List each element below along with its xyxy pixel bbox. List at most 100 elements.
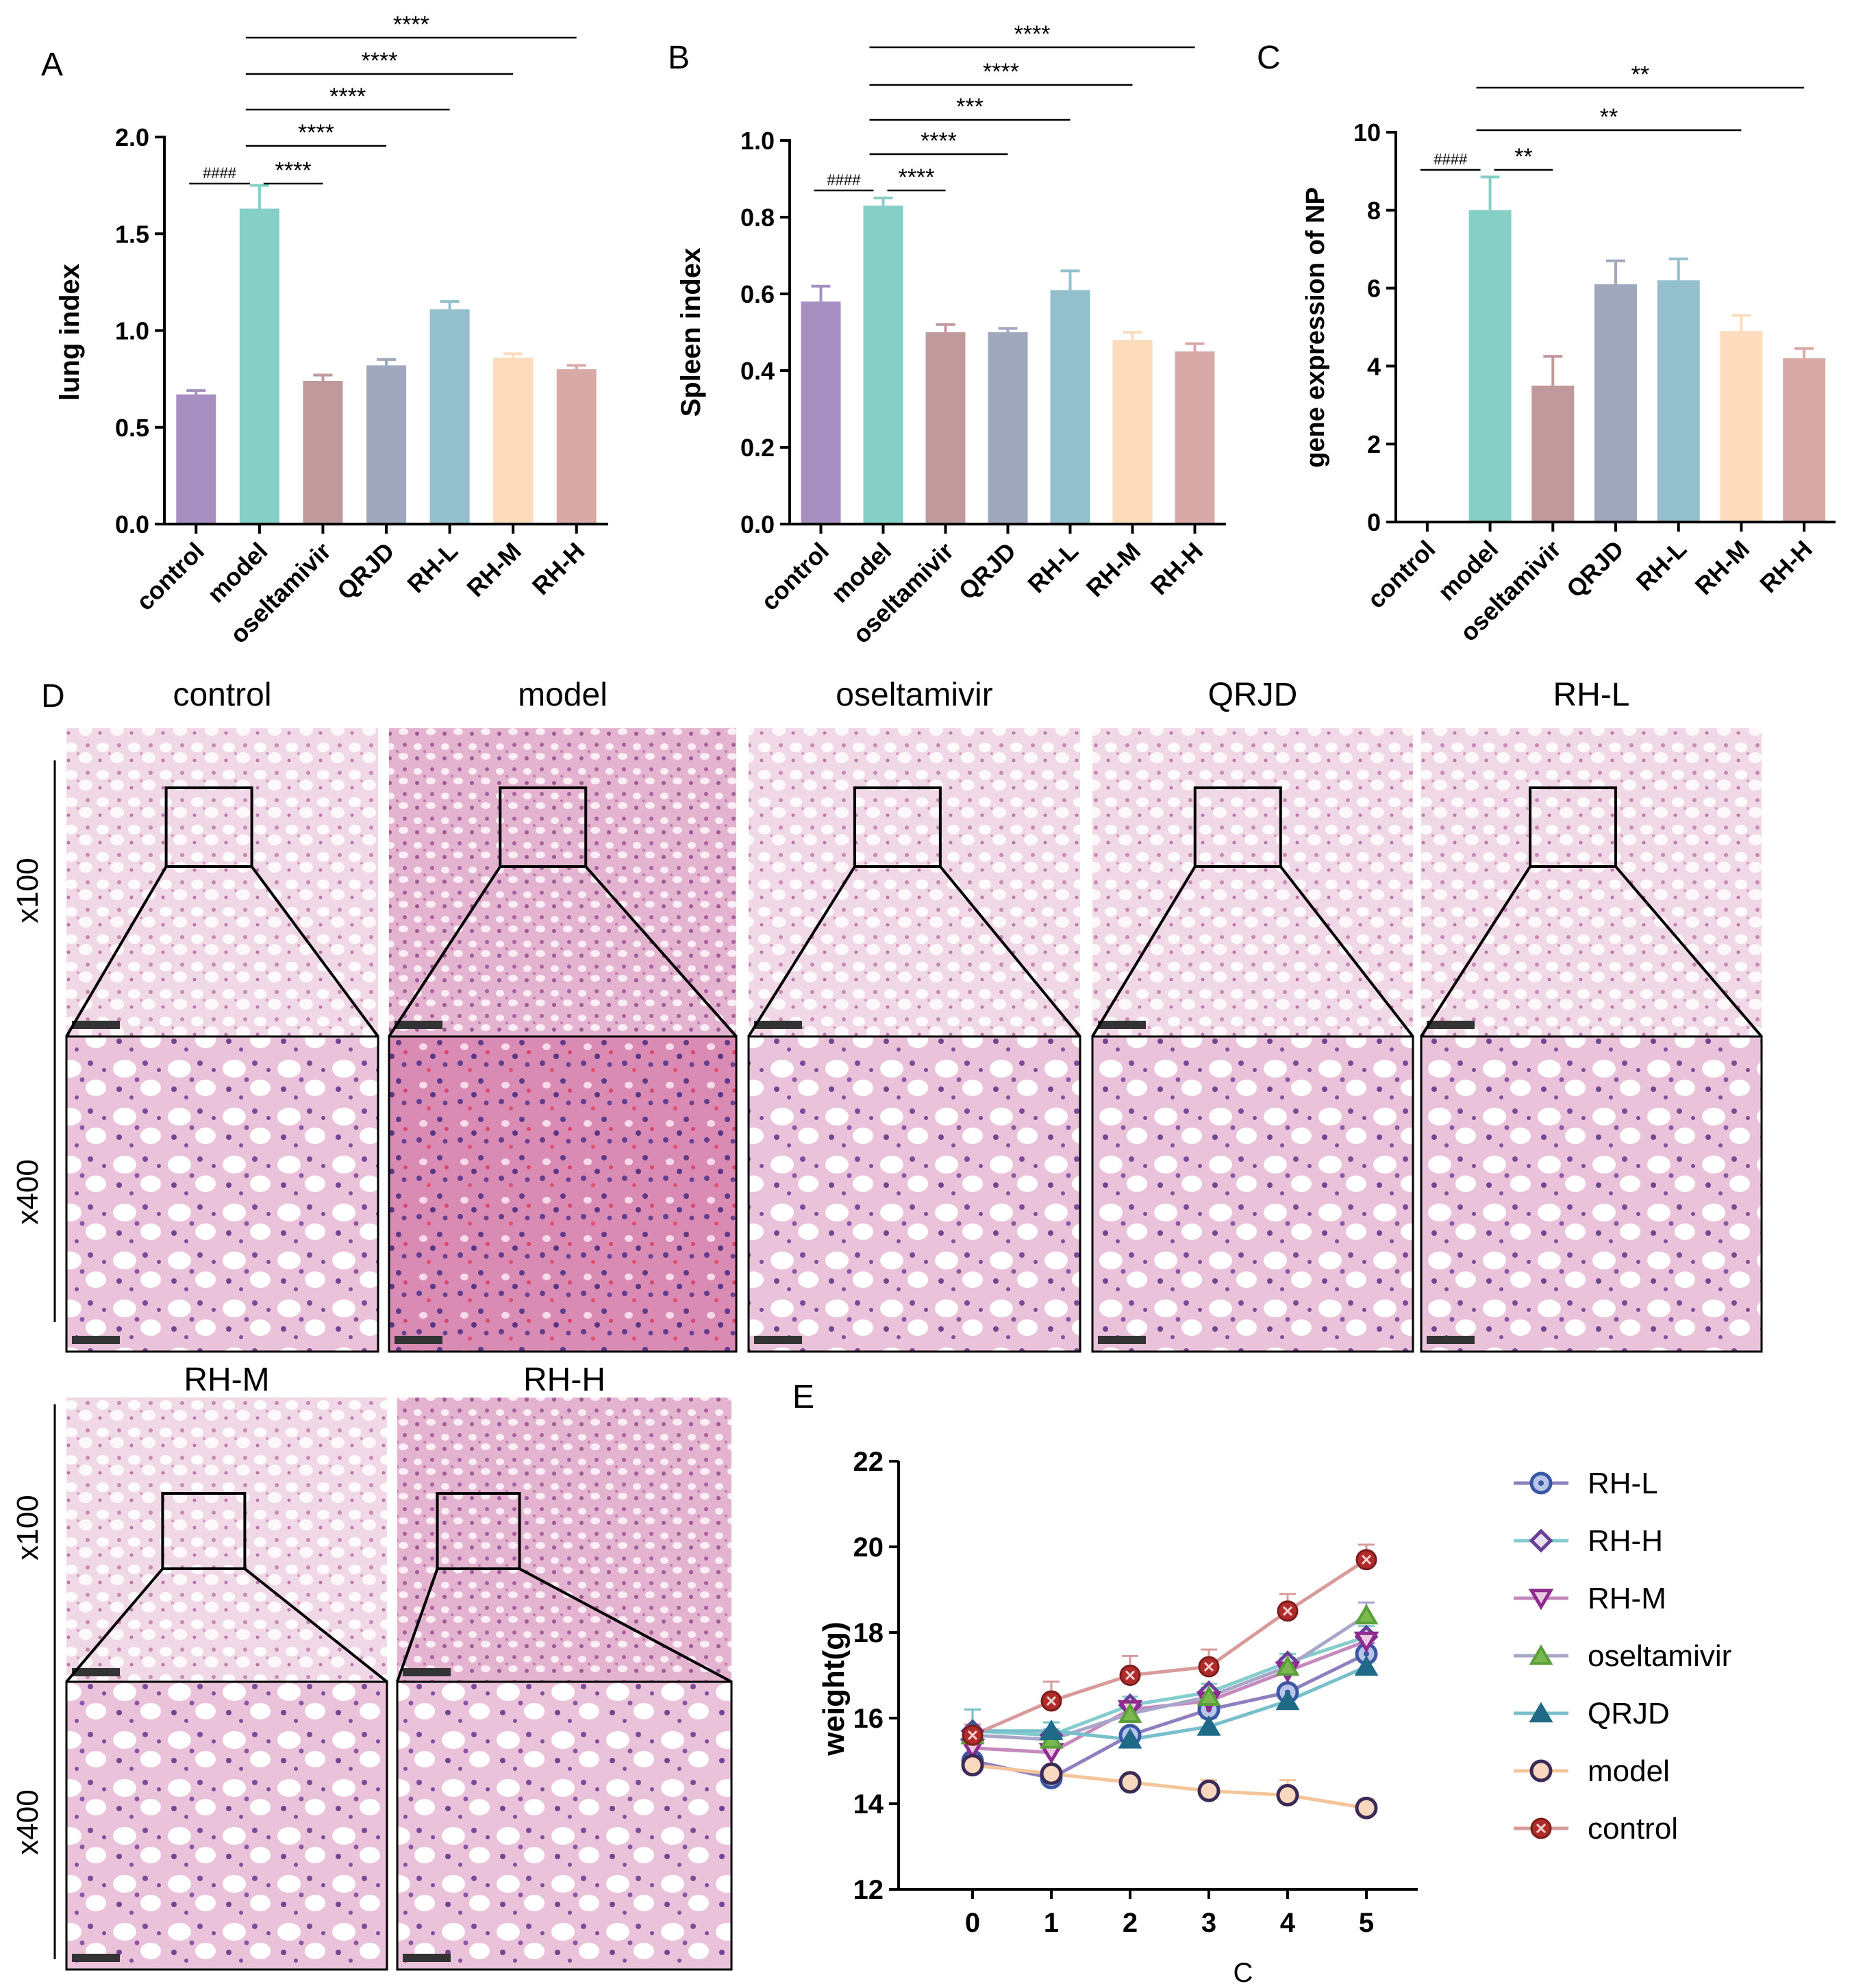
y-tick-label: 0.2 <box>740 434 775 462</box>
marker-oseltamivir <box>1354 1604 1379 1625</box>
marker-control-cross <box>967 1730 978 1741</box>
lung-index-chart: lung index 0.0 0.5 1.0 1.5 2.0 controlmodelo… <box>55 12 608 649</box>
chart-b-bars <box>801 206 1215 524</box>
x-tick-label: 0 <box>965 1908 980 1938</box>
legend-label-rh-l: RH-L <box>1588 1467 1658 1500</box>
x-tick-label-rh-m: RH-M <box>1690 535 1755 600</box>
y-tick-label: 6 <box>1367 275 1381 303</box>
zoom-connector <box>396 1568 439 1682</box>
scale-bar-x400 <box>1427 1336 1475 1344</box>
scale-bar-x100 <box>1427 1021 1475 1029</box>
bar-rh-m <box>1112 340 1153 524</box>
marker-qrjd <box>1197 1715 1221 1736</box>
zoom-box <box>436 1492 521 1570</box>
bar-rh-h <box>1783 358 1826 522</box>
x-tick-label: 3 <box>1201 1908 1216 1938</box>
histology-group-title: QRJD <box>1208 677 1298 713</box>
panel-letter-e: E <box>792 1379 814 1415</box>
bar-rh-l <box>429 309 470 524</box>
significance-label: **** <box>921 128 957 154</box>
marker-qrjd <box>1118 1728 1142 1749</box>
y-tick-label: 4 <box>1367 352 1381 380</box>
histology-x400-image <box>1420 1035 1763 1353</box>
series-line-rh-h <box>972 1635 1367 1737</box>
x-tick-label-rh-h: RH-H <box>527 537 590 601</box>
y-tick-label: 18 <box>853 1618 884 1648</box>
np-gene-expression-chart: gene expression of NP 0 2 4 6 8 10 controlmod… <box>1301 62 1836 647</box>
magnification-label: x400 <box>11 1789 45 1854</box>
histology-x100-image <box>66 1397 387 1684</box>
scale-bar-x400 <box>72 1954 120 1962</box>
histology-group-title: RH-L <box>1553 677 1629 713</box>
bar-control <box>176 394 216 524</box>
histology-x100-image <box>66 728 378 1039</box>
x-tick-label: 2 <box>1123 1908 1138 1938</box>
zoom-box <box>1193 786 1282 868</box>
bar-oseltamivir <box>303 380 343 524</box>
x-tick-label: 4 <box>1280 1908 1296 1938</box>
significance-label: ** <box>1600 104 1618 130</box>
y-tick-label: 0 <box>1367 508 1381 536</box>
significance-label: **** <box>1014 21 1051 47</box>
significance-label: **** <box>275 158 312 184</box>
x-tick-label-control: control <box>131 537 210 616</box>
legend-label-qrjd: QRJD <box>1588 1697 1670 1730</box>
zoom-connector <box>388 865 501 1038</box>
y-tick-label: 0.0 <box>115 510 149 538</box>
histology-x100-image <box>389 728 736 1039</box>
chart-e-series-lines <box>972 1558 1368 1810</box>
zoom-box <box>161 1492 247 1570</box>
zoom-connector <box>244 1567 388 1683</box>
scale-bar-x100 <box>72 1021 120 1029</box>
y-tick-label: 12 <box>853 1875 884 1905</box>
histology-x100-image <box>1421 728 1762 1039</box>
series-line-rh-l <box>972 1652 1368 1780</box>
x-tick-label: 1 <box>1044 1908 1059 1938</box>
marker-control-cross <box>1361 1554 1372 1565</box>
histology-x100-image <box>1092 728 1413 1039</box>
zoom-box <box>164 786 253 868</box>
scale-bar-x100 <box>395 1021 442 1029</box>
scale-bar-x100 <box>754 1021 802 1029</box>
bar-qrjd <box>1594 284 1637 522</box>
magnification-label: x400 <box>11 1159 45 1224</box>
marker-rh-h <box>1529 1528 1553 1553</box>
marker-model <box>1355 1796 1378 1819</box>
x-tick-label-qrjd: QRJD <box>953 537 1021 606</box>
histology-group-title: oseltamivir <box>836 677 992 713</box>
significance-label: #### <box>827 171 862 188</box>
bar-model <box>239 208 279 524</box>
magnification-label: x100 <box>11 1495 45 1560</box>
bar-rh-l <box>1657 280 1700 522</box>
zoom-connector <box>1614 865 1763 1038</box>
marker-model <box>1276 1784 1299 1806</box>
significance-label: ** <box>1631 62 1649 88</box>
chart-b-ylabel: Spleen index <box>676 248 706 417</box>
y-tick-label: 2 <box>1367 430 1381 458</box>
marker-rh-m <box>1353 1631 1379 1654</box>
magnification-label: x100 <box>11 858 45 923</box>
scale-bar-x400 <box>754 1336 802 1344</box>
scale-bar-x400 <box>72 1336 120 1344</box>
scale-bar-x400 <box>1098 1336 1146 1344</box>
significance-label: **** <box>329 84 366 110</box>
y-tick-label: 1.5 <box>115 220 149 248</box>
y-tick-label: 14 <box>853 1789 884 1819</box>
chart-e-y-ticks: 12 14 16 18 20 22 <box>853 1447 900 1905</box>
marker-oseltamivir <box>1275 1655 1300 1676</box>
y-tick-label: 10 <box>1353 119 1381 147</box>
x-tick-label: 5 <box>1359 1908 1374 1938</box>
zoom-connector <box>939 865 1081 1038</box>
legend-label-rh-m: RH-M <box>1588 1582 1666 1615</box>
chart-b-significance: #### ******************* <box>814 21 1195 192</box>
legend-label-model: model <box>1588 1754 1670 1788</box>
marker-control-cross <box>1125 1670 1136 1680</box>
histology-x400-image <box>65 1680 388 1971</box>
y-tick-label: 1.0 <box>115 317 149 345</box>
bar-oseltamivir <box>1531 385 1575 522</box>
x-tick-label-rh-l: RH-L <box>1022 537 1084 599</box>
scale-bar-x400 <box>403 1954 451 1962</box>
panel-letter-c: C <box>1257 40 1281 76</box>
